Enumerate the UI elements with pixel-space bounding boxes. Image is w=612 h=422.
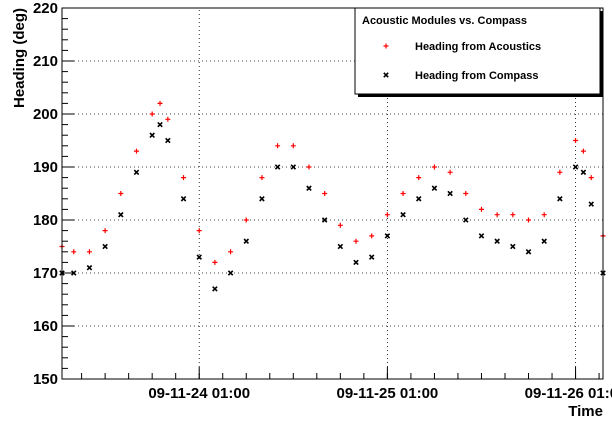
- compass-point: [157, 121, 163, 128]
- compass-point: [463, 217, 469, 223]
- y-tick-label: 170: [33, 265, 58, 282]
- legend-entries: Heading from Acoustics Heading from Compa…: [383, 41, 541, 82]
- tick-labels: 150 160 170 180 190 200 210 220 09-11-24 01:00 09…: [33, 0, 612, 402]
- acoustics-point: [290, 143, 296, 149]
- y-axis-title: Heading (deg): [11, 8, 28, 108]
- acoustics-point: [102, 228, 108, 234]
- compass-point: [557, 196, 563, 202]
- compass-point: [118, 211, 124, 218]
- compass-point: [541, 238, 547, 244]
- compass-point: [86, 264, 93, 271]
- y-tick-label: 210: [33, 53, 58, 70]
- compass-point: [337, 243, 344, 250]
- acoustics-point: [447, 169, 453, 175]
- acoustics-point: [71, 249, 77, 255]
- acoustics-point: [557, 169, 563, 175]
- compass-point: [290, 164, 297, 170]
- compass-point: [415, 196, 422, 202]
- acoustics-point: [416, 175, 422, 181]
- x-tick-label: 09-11-26 01:00: [525, 385, 612, 402]
- legend-title: Acoustic Modules vs. Compass: [362, 15, 527, 27]
- compass-point: [243, 238, 250, 244]
- acoustics-point: [259, 175, 265, 181]
- acoustics-point: [541, 212, 547, 218]
- compass-point: [259, 196, 265, 202]
- compass-point: [102, 243, 108, 250]
- compass-point: [149, 132, 155, 138]
- compass-point: [165, 137, 171, 144]
- compass-point: [353, 259, 359, 266]
- data-points: [59, 100, 606, 292]
- y-tick-label: 150: [33, 371, 58, 388]
- acoustics-point: [86, 249, 92, 255]
- acoustics-point: [384, 212, 390, 218]
- compass-point: [447, 190, 453, 197]
- legend-box: [354, 7, 601, 95]
- y-tick-label: 160: [33, 318, 58, 335]
- y-tick-label: 180: [33, 212, 58, 229]
- acoustics-point: [573, 138, 579, 143]
- acoustics-point: [275, 143, 281, 149]
- legend: Acoustic Modules vs. Compass Heading fro…: [354, 7, 603, 97]
- acoustics-point: [400, 191, 406, 196]
- acoustics-point: [306, 164, 312, 170]
- acoustics-point: [580, 148, 586, 154]
- acoustics-point: [228, 249, 234, 255]
- compass-point: [400, 211, 406, 218]
- acoustics-point: [510, 212, 516, 218]
- x-tick-label: 09-11-25 01:00: [337, 385, 439, 402]
- compass-point: [572, 164, 579, 170]
- acoustics-point: [588, 175, 594, 181]
- acoustics-point: [494, 212, 500, 218]
- compass-point: [510, 243, 516, 250]
- plot-frame: [61, 7, 604, 380]
- acoustics-point: [243, 217, 249, 223]
- acoustics-point: [118, 191, 124, 196]
- legend-marker-acoustics: [383, 43, 389, 49]
- compass-point: [274, 164, 281, 170]
- compass-point: [306, 185, 312, 191]
- legend-label: Heading from Compass: [415, 70, 538, 82]
- acoustics-point: [165, 116, 171, 122]
- acoustics-point: [369, 233, 375, 239]
- compass-point: [196, 254, 202, 260]
- acoustics-point: [353, 238, 359, 244]
- x-axis-title: Time: [568, 403, 603, 420]
- compass-point: [133, 169, 140, 176]
- x-tick-label: 09-11-24 01:00: [148, 385, 250, 402]
- compass-point: [431, 185, 438, 191]
- y-tick-label: 220: [33, 0, 58, 17]
- compass-point: [494, 238, 500, 244]
- compass-point: [525, 249, 532, 255]
- acoustics-point: [133, 148, 139, 154]
- compass-point: [180, 196, 187, 202]
- acoustics-point: [212, 259, 218, 265]
- series-heading-from-acoustics: [59, 100, 606, 265]
- compass-point: [478, 233, 485, 239]
- compass-point: [368, 254, 375, 260]
- compass-point: [212, 286, 218, 292]
- series-heading-from-compass: [59, 121, 606, 292]
- acoustics-point: [463, 191, 469, 196]
- acoustics-point: [337, 222, 343, 228]
- acoustics-point: [431, 164, 437, 170]
- compass-point: [384, 233, 391, 239]
- compass-point: [227, 270, 234, 276]
- legend-marker-compass: [383, 72, 389, 78]
- y-tick-label: 200: [33, 106, 58, 123]
- y-tick-label: 190: [33, 159, 58, 176]
- acoustics-point: [526, 217, 532, 223]
- axis-ticks: [62, 7, 600, 380]
- legend-label: Heading from Acoustics: [415, 41, 541, 53]
- compass-point: [321, 217, 328, 223]
- acoustics-point: [157, 100, 163, 106]
- compass-point: [580, 169, 587, 176]
- acoustics-point: [149, 111, 155, 117]
- acoustics-point: [181, 175, 187, 181]
- compass-point: [588, 201, 595, 207]
- acoustics-point: [322, 191, 328, 196]
- acoustics-point: [478, 206, 484, 212]
- acoustics-point: [196, 228, 202, 234]
